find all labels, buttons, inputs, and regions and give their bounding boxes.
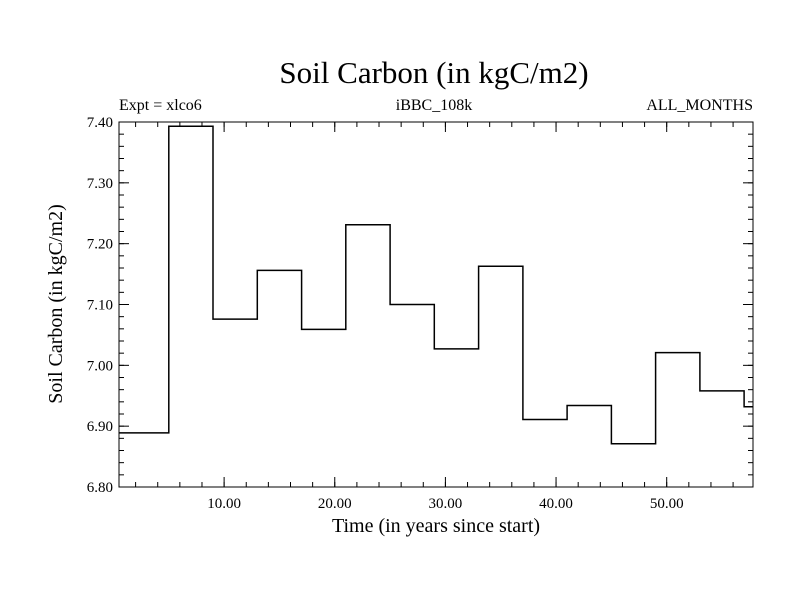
- x-tick-label: 10.00: [207, 496, 241, 512]
- chart-title: Soil Carbon (in kgC/m2): [279, 55, 588, 90]
- x-tick-label: 20.00: [318, 496, 352, 512]
- x-tick-label: 50.00: [650, 496, 684, 512]
- x-tick-label: 30.00: [429, 496, 463, 512]
- chart-subtitle-center: iBBC_108k: [396, 97, 472, 114]
- y-tick-label: 7.00: [87, 358, 113, 374]
- y-tick-label: 7.10: [87, 298, 113, 314]
- chart-subtitle-right: ALL_MONTHS: [646, 97, 753, 114]
- y-tick-label: 7.20: [87, 237, 113, 253]
- x-tick-label: 40.00: [539, 496, 573, 512]
- chart-subtitle-left: Expt = xlco6: [119, 97, 202, 114]
- y-tick-label: 7.40: [87, 115, 113, 131]
- y-tick-label: 6.90: [87, 419, 113, 435]
- y-axis-label: Soil Carbon (in kgC/m2): [45, 204, 67, 403]
- axis-ticks: 6.80 6.90 7.00 7.10 7.20 7.30 7.40 10.00 20.00 30…: [87, 115, 753, 512]
- y-tick-label: 6.80: [87, 480, 113, 496]
- x-axis-label: Time (in years since start): [332, 515, 540, 537]
- series-line: [119, 125, 753, 445]
- plot-frame: [118, 121, 754, 488]
- y-tick-label: 7.30: [87, 176, 113, 192]
